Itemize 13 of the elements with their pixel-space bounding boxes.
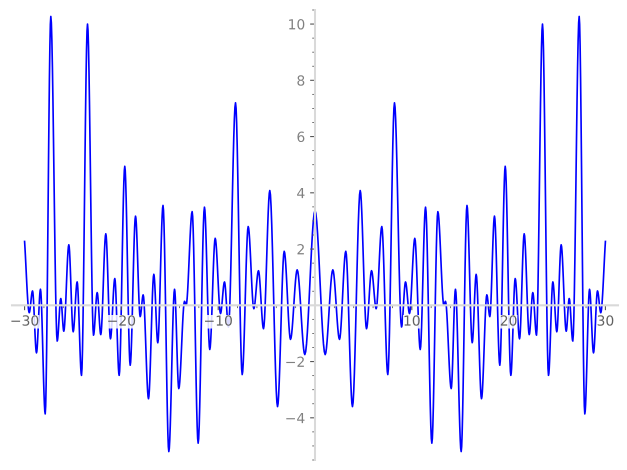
y-tick-label: 4 — [297, 188, 304, 198]
y-tick-label: 6 — [297, 132, 304, 142]
x-tick-label: −30 — [11, 315, 38, 326]
x-tick-label: −10 — [205, 315, 232, 326]
x-tick-label: 20 — [500, 315, 517, 326]
y-tick-label: −4 — [286, 412, 304, 424]
y-tick-label: −2 — [286, 356, 304, 367]
x-tick-label: −20 — [108, 315, 136, 326]
x-tick-label: 10 — [404, 315, 420, 326]
y-tick-label: 8 — [297, 75, 304, 86]
y-tick-label: 10 — [289, 19, 304, 30]
y-tick-label: 2 — [297, 244, 304, 254]
x-tick-label: 30 — [598, 315, 614, 326]
